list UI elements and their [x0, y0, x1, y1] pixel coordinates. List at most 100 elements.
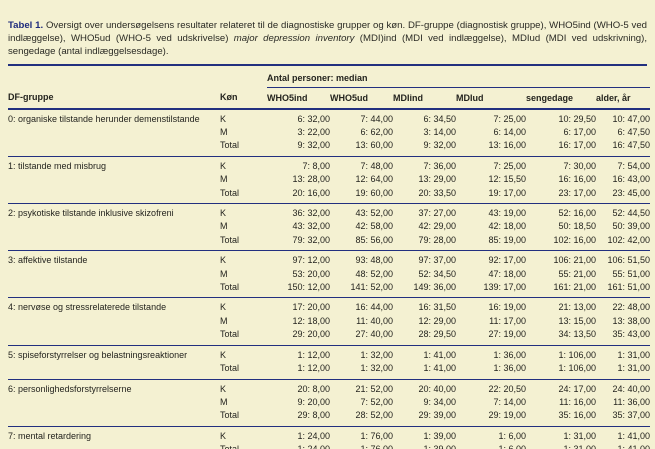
value-cell: 3: 14,00 [423, 127, 456, 137]
table-row: Total 29: 8,00 28: 52,00 29: 39,00 29: 19,00… [8, 409, 650, 426]
value-cell: 106: 51,50 [607, 255, 651, 266]
value-cell: 29: 20,00 [292, 329, 330, 340]
value-cell: 12: 18,00 [292, 315, 330, 326]
value-cell: 22: 20,50 [488, 383, 526, 394]
value-cell: 1: 6,00 [498, 430, 526, 441]
value-cell: 1: 106,00 [558, 363, 596, 374]
value-cell: 1: 31,00 [563, 430, 596, 441]
value-cell: 16: 43,00 [612, 174, 651, 185]
value-cell: 16: 47,50 [612, 140, 651, 151]
value-cell: 17: 20,00 [292, 302, 330, 313]
table-row: M 53: 20,00 48: 52,00 52: 34,50 47: 18,00 55:… [8, 268, 650, 281]
sex-cell: Total [220, 363, 240, 374]
value-cell: 9: 34,00 [423, 396, 456, 407]
group-label: 6: personlighedsforstyrrelserne [8, 383, 132, 394]
value-cell: 53: 20,00 [292, 268, 330, 279]
value-cell: 1: 39,00 [423, 430, 456, 441]
value-cell: 23: 45,00 [612, 187, 651, 198]
table-row: Total 150: 12,00 141: 52,00 149: 36,00 139: … [8, 281, 650, 298]
value-cell: 29: 8,00 [297, 410, 330, 421]
value-cell: 7: 14,00 [493, 396, 526, 407]
diagnosis-group: 1: tilstande med misbrug K 7: 8,00 7: 48,00… [8, 156, 651, 204]
value-cell: 102: 16,00 [553, 234, 596, 245]
sex-cell: K [220, 349, 227, 360]
caption-italic: major depression inventory [233, 32, 355, 44]
table-row: 1: tilstande med misbrug K 7: 8,00 7: 48,00… [8, 156, 650, 173]
table-row: Total 29: 20,00 27: 40,00 28: 29,50 27: 19,0… [8, 328, 650, 345]
sex-cell: K [220, 208, 227, 219]
value-cell: 52: 16,00 [558, 208, 596, 219]
sex-cell: M [220, 127, 228, 137]
table-row: M 43: 32,00 42: 58,00 42: 29,00 42: 18,00 50:… [8, 220, 650, 233]
sex-cell: K [220, 302, 227, 313]
span-header: Antal personer: median [267, 72, 651, 88]
column-header-who5ind: WHO5ind [267, 87, 330, 110]
value-cell: 11: 36,00 [613, 396, 651, 407]
table-row: Total 79: 32,00 85: 56,00 79: 28,00 85: 19,0… [8, 234, 650, 251]
caption-text-2: (MDI)ind (MDI ved indlæggelse), MDIud (M… [8, 32, 647, 57]
table-row: 3: affektive tilstande K 97: 12,00 93: 48,0… [8, 251, 650, 268]
value-cell: 1: 6,00 [456, 443, 526, 449]
caption-text-1: Oversigt over undersøgelsens resultater … [8, 19, 647, 44]
value-cell: 9: 20,00 [297, 396, 330, 407]
value-cell: 1: 41,00 [423, 363, 456, 374]
table-row: M 9: 20,00 7: 52,00 9: 34,00 7: 14,00 11: 16,… [8, 396, 650, 409]
value-cell: 13: 28,00 [292, 174, 330, 185]
diagnosis-group: 2: psykotiske tilstande inklusive skizof… [8, 204, 651, 251]
value-cell: 1: 12,00 [297, 349, 330, 360]
column-header-alder: alder, år [596, 87, 651, 110]
value-cell: 27: 40,00 [355, 329, 393, 340]
column-header-row: DF-gruppe Køn WHO5ind WHO5ud MDIind MDIu… [8, 87, 651, 110]
value-cell: 1: 31,00 [526, 443, 596, 449]
value-cell: 1: 32,00 [360, 363, 393, 374]
value-cell: 97: 37,00 [418, 255, 456, 266]
value-cell: 12: 15,50 [488, 174, 526, 185]
column-header-sengedage: sengedage [526, 87, 596, 110]
diagnosis-group: 0: organiske tilstande herunder demensti… [8, 109, 651, 157]
value-cell: 85: 56,00 [355, 234, 393, 245]
value-cell: 11: 17,00 [489, 315, 526, 326]
value-cell: 19: 17,00 [488, 187, 526, 198]
value-cell: 16: 16,00 [558, 174, 596, 185]
value-cell: 20: 8,00 [297, 383, 330, 394]
table-row: M 12: 18,00 11: 40,00 12: 29,00 11: 17,00 13:… [8, 315, 650, 328]
table-row: Total 1: 12,00 1: 32,00 1: 41,00 1: 36,00 1: … [8, 362, 650, 379]
value-cell: 12: 29,00 [418, 315, 456, 326]
sex-cell: K [220, 383, 227, 394]
value-cell: 11: 16,00 [559, 396, 596, 407]
sex-cell: K [220, 255, 227, 266]
table-row: 6: personlighedsforstyrrelserne K 20: 8,00… [8, 379, 650, 396]
value-cell: 102: 42,00 [607, 234, 651, 245]
value-cell: 21: 13,00 [558, 302, 596, 313]
group-label: 2: psykotiske tilstande inklusive skizof… [8, 208, 174, 219]
table-row: M 3: 22,00 6: 62,00 3: 14,00 6: 14,00 6: 17,0… [8, 126, 650, 139]
group-label: 5: spiseforstyrrelser og belastningsreak… [8, 349, 188, 360]
value-cell: 7: 36,00 [423, 160, 456, 171]
value-cell: 7: 25,00 [493, 160, 526, 171]
sex-cell: Total [220, 234, 240, 245]
value-cell: 79: 32,00 [292, 234, 330, 245]
value-cell: 37: 27,00 [418, 208, 456, 219]
value-cell: 1: 41,00 [423, 349, 456, 360]
table-row: Total 20: 16,00 19: 60,00 20: 33,50 19: 17,0… [8, 187, 650, 204]
value-cell: 7: 52,00 [360, 396, 393, 407]
value-cell: 29: 19,00 [488, 410, 526, 421]
caption-label: Tabel 1. [8, 19, 44, 31]
value-cell: 13: 16,00 [488, 140, 526, 151]
value-cell: 13: 15,00 [558, 315, 596, 326]
value-cell: 1: 76,00 [360, 430, 393, 441]
diagnosis-group: 6: personlighedsforstyrrelserne K 20: 8,00… [8, 379, 651, 427]
value-cell: 10: 29,50 [558, 113, 596, 124]
value-cell: 6: 17,00 [563, 127, 596, 137]
value-cell: 50: 18,50 [558, 221, 596, 232]
table-row: 2: psykotiske tilstande inklusive skizof… [8, 204, 650, 221]
value-cell: 7: 8,00 [302, 160, 330, 171]
value-cell: 23: 17,00 [558, 187, 596, 198]
value-cell: 7: 44,00 [360, 113, 393, 124]
value-cell: 7: 54,00 [617, 160, 651, 171]
value-cell: 6: 47,50 [617, 127, 651, 137]
span-header-row: Antal personer: median [8, 72, 651, 88]
results-table: Antal personer: median DF-gruppe Køn WHO… [8, 72, 651, 449]
value-cell: 149: 36,00 [413, 282, 456, 293]
sex-cell: Total [220, 140, 240, 151]
